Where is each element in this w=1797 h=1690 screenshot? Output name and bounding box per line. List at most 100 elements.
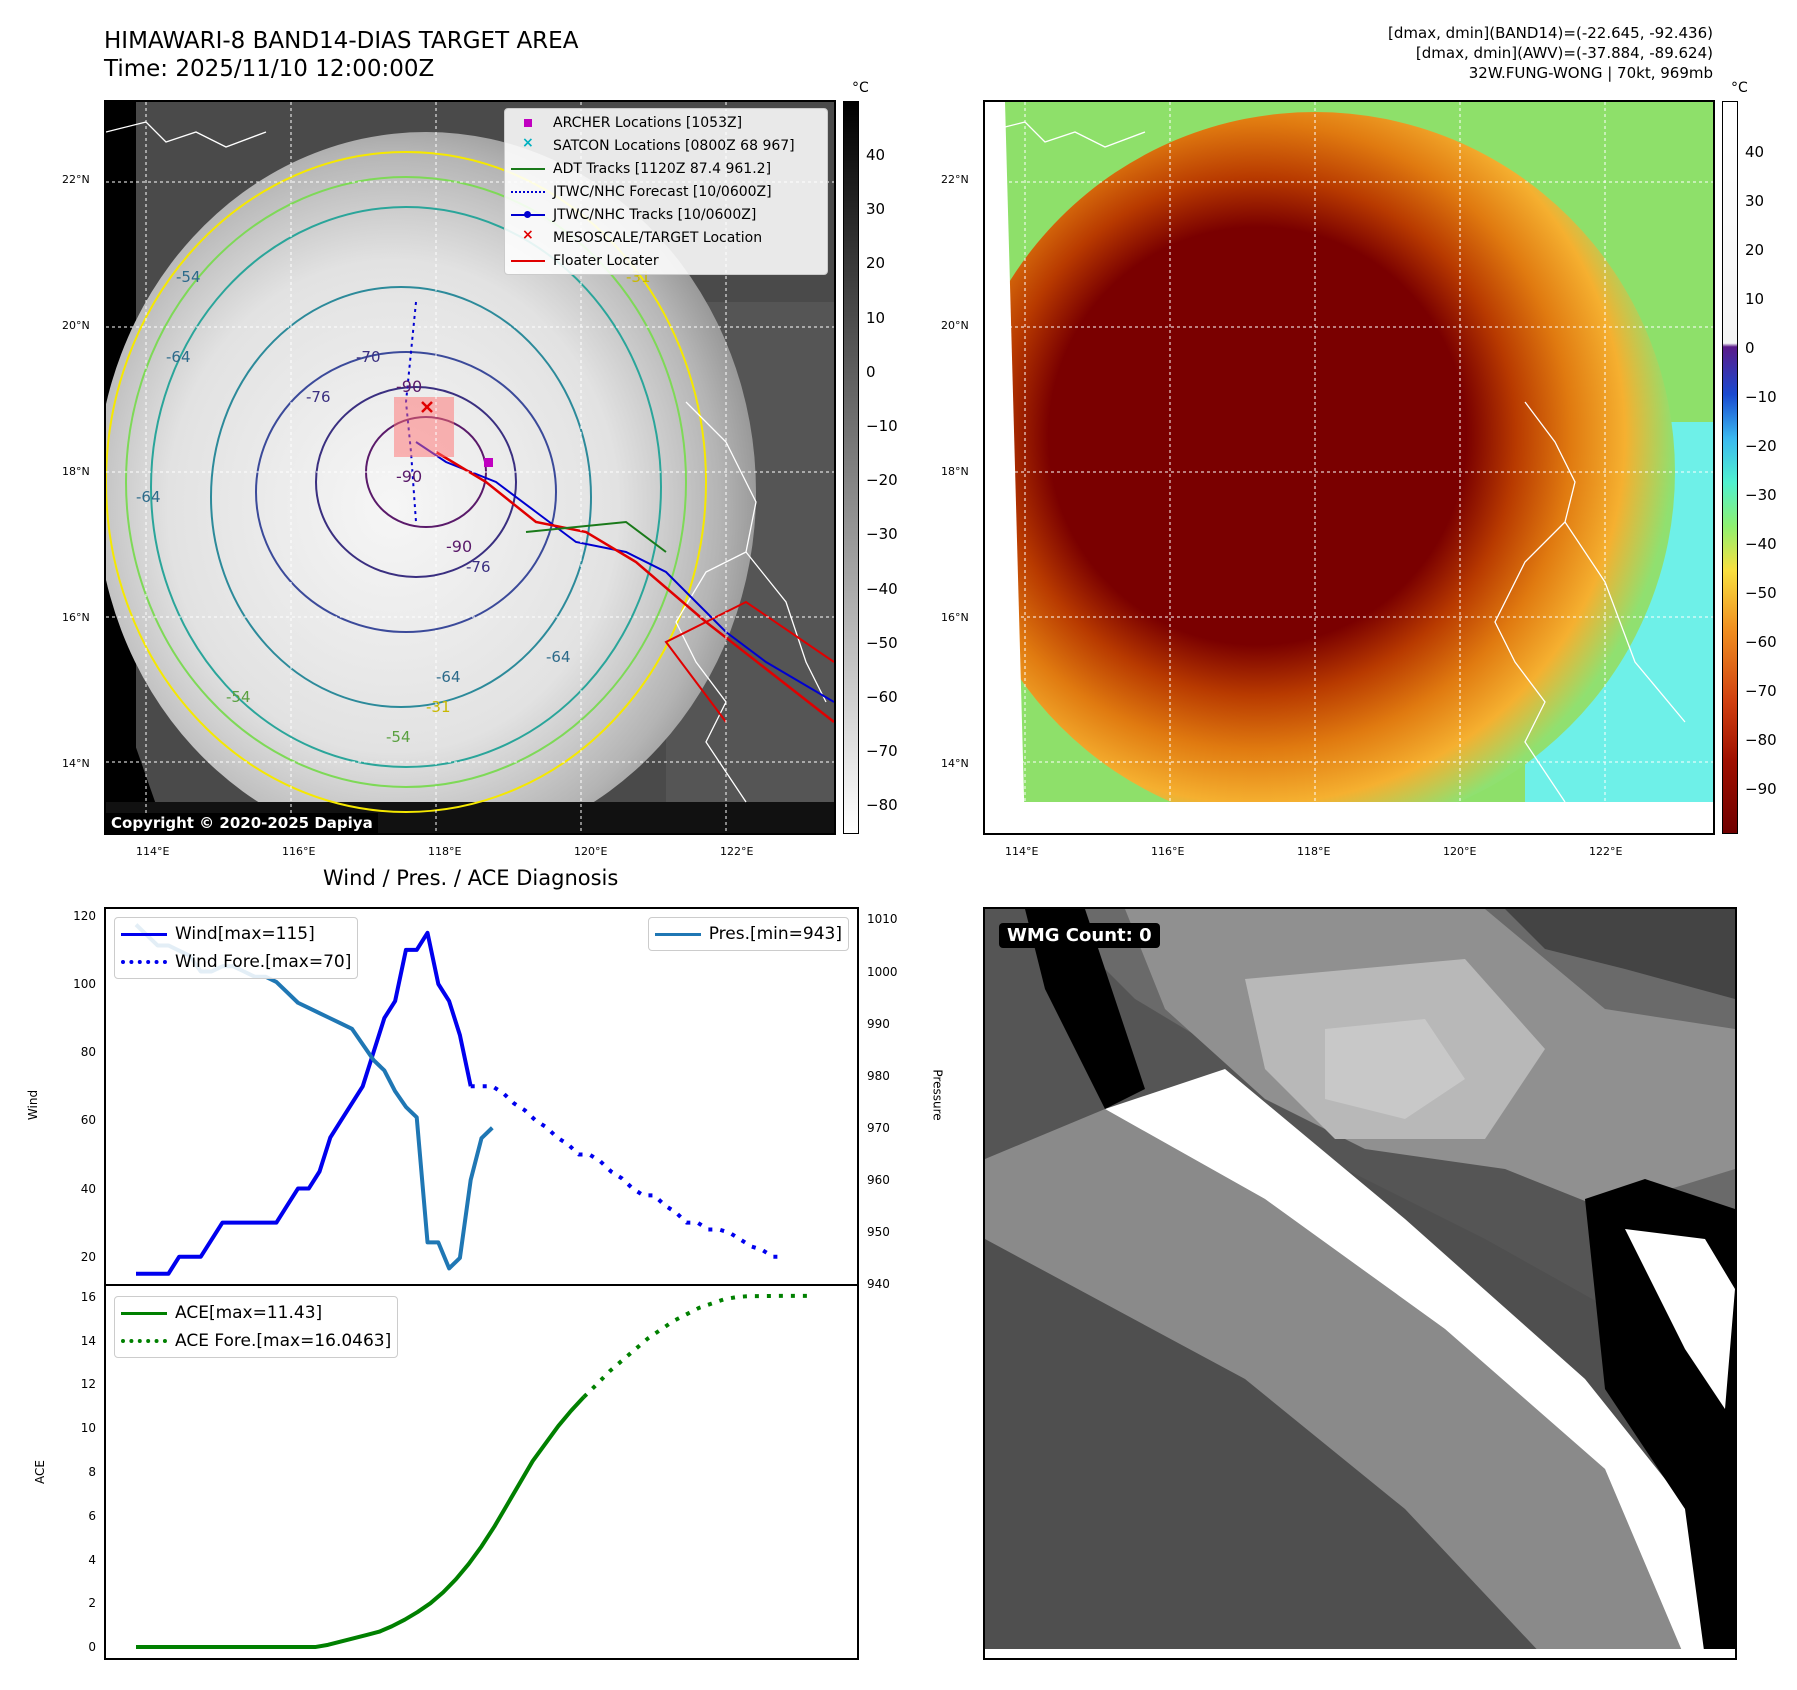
- series-line: [470, 1084, 784, 1259]
- lat-tick: 14°N: [62, 757, 90, 770]
- colorbar-tick: −30: [1745, 486, 1777, 504]
- colorbar-tick: −50: [866, 633, 898, 652]
- lat-tick: 14°N: [941, 757, 969, 770]
- colorbar-tick: −60: [1745, 633, 1777, 651]
- lon-tick: 118°E: [1297, 845, 1331, 858]
- y-tick-label: 1010: [867, 912, 898, 927]
- colorbar-tick: −50: [1745, 584, 1777, 602]
- legend-label: Pres.[min=943]: [708, 924, 842, 944]
- copyright-label: Copyright © 2020-2025 Dapiya: [106, 813, 378, 833]
- y-tick-label: 950: [867, 1224, 890, 1239]
- colorbar-tick: −60: [866, 688, 898, 706]
- legend-label: JTWC/NHC Forecast [10/0600Z]: [553, 183, 772, 200]
- solid-line-icon: [121, 933, 167, 936]
- colorbar-tick: 10: [866, 308, 886, 327]
- line-marker-icon: [511, 259, 545, 262]
- contour-label: -31: [426, 698, 451, 716]
- lat-tick: 20°N: [941, 319, 969, 332]
- lon-tick: 122°E: [720, 845, 754, 858]
- lat-tick: 22°N: [62, 173, 90, 186]
- stats-line2: [dmax, dmin](AWV)=(-37.884, -89.624): [1415, 44, 1713, 62]
- contour-label: -64: [436, 668, 461, 686]
- lon-tick: 120°E: [574, 845, 608, 858]
- series-line: [136, 930, 473, 1276]
- legend-label: ARCHER Locations [1053Z]: [553, 114, 743, 131]
- legend-label: Wind Fore.[max=70]: [175, 952, 352, 972]
- solid-line-icon: [654, 933, 701, 936]
- y-tick-label: 4: [88, 1552, 96, 1567]
- y-tick-label: 980: [867, 1068, 890, 1083]
- y-tick-label: 20: [80, 1249, 96, 1264]
- solid-line-icon: [121, 1312, 167, 1315]
- left-satellite-map: -54 -64 -64 -64 -64 -70 -76 -76 -90 -90 …: [104, 100, 836, 835]
- right-colorbar-unit: °C: [1731, 80, 1748, 96]
- contour-label: -90: [446, 537, 472, 556]
- legend-item: Pres.[min=943]: [649, 920, 848, 948]
- wmg-count-label: WMG Count: 0: [999, 923, 1160, 948]
- legend-item: Floater Locater: [505, 249, 827, 272]
- y-tick-label: 16: [80, 1289, 96, 1304]
- y-tick-label: 990: [867, 1016, 890, 1031]
- legend-item: × MESOSCALE/TARGET Location: [505, 226, 827, 249]
- contour-label: -64: [136, 488, 161, 506]
- lat-tick: 16°N: [62, 611, 90, 624]
- y-tick-label: 1000: [867, 964, 898, 979]
- y-tick-label: 12: [80, 1377, 96, 1392]
- wind-axis-label: Wind: [26, 1089, 41, 1121]
- lon-tick: 114°E: [1005, 845, 1039, 858]
- lon-tick: 116°E: [1151, 845, 1185, 858]
- colorbar-tick: −70: [866, 742, 898, 761]
- colorbar-tick: 20: [866, 254, 886, 273]
- legend-item: Wind[max=115]: [115, 920, 357, 948]
- colorbar-tick: −70: [1745, 682, 1777, 700]
- colorbar-tick: −30: [866, 525, 898, 544]
- colorbar-tick: 0: [1745, 339, 1755, 357]
- y-tick-label: 14: [80, 1333, 96, 1348]
- dotted-line-icon: [121, 960, 167, 964]
- y-tick-label: 40: [80, 1181, 96, 1196]
- right-satellite-map: [983, 100, 1715, 835]
- contour-label: -76: [306, 388, 331, 406]
- dotted-line-icon: [121, 1339, 167, 1343]
- y-tick-label: 8: [88, 1465, 96, 1479]
- right-colorbar: [1722, 101, 1738, 834]
- colorbar-tick: −40: [866, 579, 898, 598]
- y-tick-label: 10: [80, 1421, 96, 1436]
- wmg-panel: WMG Count: 0: [983, 907, 1737, 1660]
- ace-plot: [136, 1293, 815, 1650]
- y-tick-label: 970: [867, 1120, 890, 1135]
- colorbar-tick: −20: [866, 471, 898, 490]
- contour-label: -90: [396, 467, 422, 486]
- colorbar-tick: 30: [866, 200, 886, 219]
- square-marker-icon: [524, 118, 532, 127]
- y-tick-label: 60: [80, 1113, 96, 1128]
- colorbar-tick: −90: [1745, 780, 1777, 798]
- legend-item: ARCHER Locations [1053Z]: [505, 111, 827, 134]
- series-line: [136, 1395, 586, 1650]
- lat-tick: 22°N: [941, 173, 969, 186]
- lat-tick: 18°N: [62, 465, 90, 478]
- series-line: [582, 1293, 815, 1399]
- pressure-axis-label: Pressure: [930, 1069, 945, 1121]
- colorbar-tick: −80: [866, 796, 898, 815]
- x-marker-icon: ×: [522, 134, 534, 151]
- pressure-legend: Pres.[min=943]: [647, 917, 849, 951]
- ace-axis-label: ACE: [32, 1460, 47, 1484]
- legend-label: Floater Locater: [553, 252, 659, 269]
- y-tick-label: 80: [80, 1045, 96, 1060]
- contour-label: -76: [466, 558, 491, 576]
- contour-label: -64: [166, 348, 191, 366]
- legend-item: Wind Fore.[max=70]: [115, 948, 357, 976]
- y-tick-label: 940: [867, 1277, 890, 1291]
- legend-label: SATCON Locations [0800Z 68 967]: [553, 137, 795, 154]
- colorbar-tick: −80: [1745, 731, 1777, 749]
- legend-label: MESOSCALE/TARGET Location: [553, 229, 763, 246]
- dotted-line-icon: [511, 190, 545, 193]
- colorbar-tick: 40: [1745, 143, 1765, 161]
- lon-tick: 120°E: [1443, 845, 1477, 858]
- ace-chart: ACE[max=11.43] ACE Fore.[max=16.0463]: [104, 1284, 859, 1660]
- legend-item: ACE[max=11.43]: [115, 1299, 397, 1327]
- y-tick-label: 2: [88, 1596, 96, 1611]
- legend-item: × SATCON Locations [0800Z 68 967]: [505, 134, 827, 157]
- x-marker-icon: ×: [522, 226, 534, 243]
